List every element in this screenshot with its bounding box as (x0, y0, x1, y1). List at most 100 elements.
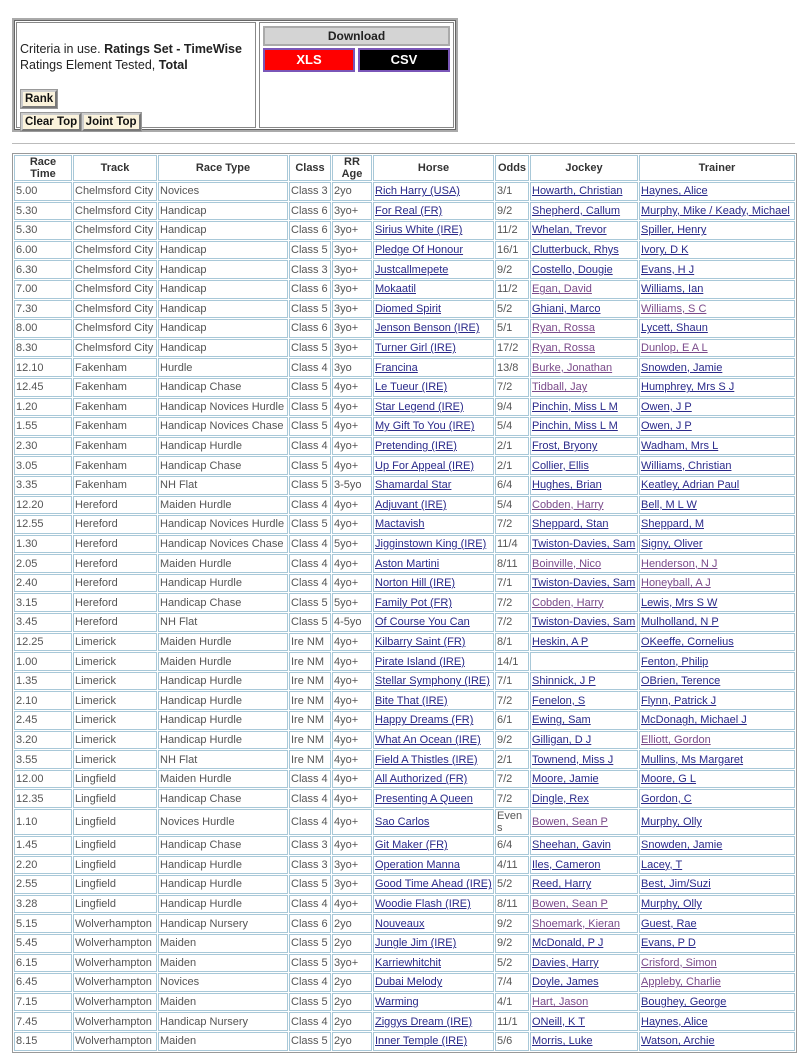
horse-link[interactable]: Francina (375, 361, 418, 374)
jockey-link[interactable]: Burke, Jonathan (532, 361, 613, 374)
jockey-link[interactable]: Moore, Jamie (532, 773, 599, 786)
horse-link[interactable]: Rich Harry (USA) (375, 185, 460, 198)
jockey-link[interactable]: Costello, Dougie (532, 263, 613, 276)
jockey-link[interactable]: ONeill, K T (532, 1015, 585, 1028)
horse-link[interactable]: Kilbarry Saint (FR) (375, 635, 466, 648)
rank-button[interactable]: Rank (19, 89, 59, 109)
jockey-link[interactable]: Ryan, Rossa (532, 322, 595, 335)
jockey-link[interactable]: Ryan, Rossa (532, 342, 595, 355)
header-jockey[interactable]: Jockey (530, 155, 638, 181)
jockey-link[interactable]: Fenelon, S (532, 694, 586, 707)
jockey-link[interactable]: Shoemark, Kieran (532, 917, 621, 930)
horse-link[interactable]: Aston Martini (375, 557, 440, 570)
trainer-link[interactable]: Fenton, Philip (641, 655, 709, 668)
jockey-link[interactable]: Clutterbuck, Rhys (532, 244, 619, 257)
trainer-link[interactable]: McDonagh, Michael J (641, 714, 747, 727)
jockey-link[interactable]: Sheehan, Gavin (532, 839, 611, 852)
jockey-link[interactable]: Hart, Jason (532, 996, 589, 1009)
horse-link[interactable]: Mactavish (375, 518, 425, 531)
trainer-link[interactable]: Signy, Oliver (641, 537, 703, 550)
jockey-link[interactable]: Gilligan, D J (532, 733, 592, 746)
trainer-link[interactable]: Murphy, Olly (641, 898, 702, 911)
trainer-link[interactable]: Boughey, George (641, 996, 727, 1009)
jockey-link[interactable]: Dingle, Rex (532, 792, 589, 805)
trainer-link[interactable]: Owen, J P (641, 400, 692, 413)
horse-link[interactable]: Warming (375, 996, 419, 1009)
jockey-link[interactable]: Morris, Luke (532, 1035, 593, 1048)
horse-link[interactable]: What An Ocean (IRE) (375, 733, 481, 746)
trainer-link[interactable]: Sheppard, M (641, 518, 704, 531)
horse-link[interactable]: Jungle Jim (IRE) (375, 937, 457, 950)
trainer-link[interactable]: Ivory, D K (641, 244, 689, 257)
trainer-link[interactable]: Lacey, T (641, 858, 683, 871)
jockey-link[interactable]: Twiston-Davies, Sam (532, 537, 636, 550)
jockey-link[interactable]: Cobden, Harry (532, 596, 604, 609)
trainer-link[interactable]: Crisford, Simon (641, 956, 717, 969)
trainer-link[interactable]: Wadham, Mrs L (641, 440, 719, 453)
horse-link[interactable]: Diomed Spirit (375, 302, 442, 315)
jockey-link[interactable]: Ghiani, Marco (532, 302, 601, 315)
horse-link[interactable]: Family Pot (FR) (375, 596, 452, 609)
joint-top-button[interactable]: Joint Top (80, 112, 142, 132)
horse-link[interactable]: Pirate Island (IRE) (375, 655, 465, 668)
jockey-link[interactable]: Iles, Cameron (532, 858, 601, 871)
jockey-link[interactable]: Sheppard, Stan (532, 518, 609, 531)
trainer-link[interactable]: Henderson, N J (641, 557, 718, 570)
trainer-link[interactable]: Best, Jim/Suzi (641, 878, 711, 891)
header-rr-age[interactable]: RR Age (332, 155, 372, 181)
jockey-link[interactable]: Twiston-Davies, Sam (532, 577, 636, 590)
xls-download-button[interactable]: XLS (263, 48, 355, 72)
trainer-link[interactable]: Mulholland, N P (641, 616, 719, 629)
jockey-link[interactable]: Collier, Ellis (532, 459, 589, 472)
trainer-link[interactable]: Evans, P D (641, 937, 696, 950)
trainer-link[interactable]: Bell, M L W (641, 498, 697, 511)
horse-link[interactable]: Git Maker (FR) (375, 839, 448, 852)
trainer-link[interactable]: Murphy, Olly (641, 816, 702, 828)
trainer-link[interactable]: Williams, S C (641, 302, 707, 315)
horse-link[interactable]: Adjuvant (IRE) (375, 498, 447, 511)
trainer-link[interactable]: OKeeffe, Cornelius (641, 635, 734, 648)
trainer-link[interactable]: Mullins, Ms Margaret (641, 753, 744, 766)
trainer-link[interactable]: Honeyball, A J (641, 577, 711, 590)
jockey-link[interactable]: Bowen, Sean P (532, 898, 608, 911)
jockey-link[interactable]: Whelan, Trevor (532, 224, 607, 237)
trainer-link[interactable]: Haynes, Alice (641, 185, 708, 198)
horse-link[interactable]: Jigginstown King (IRE) (375, 537, 487, 550)
header-horse[interactable]: Horse (373, 155, 494, 181)
jockey-link[interactable]: Tidball, Jay (532, 381, 588, 394)
horse-link[interactable]: Of Course You Can (375, 616, 470, 629)
jockey-link[interactable]: McDonald, P J (532, 937, 604, 950)
horse-link[interactable]: Turner Girl (IRE) (375, 342, 456, 355)
jockey-link[interactable]: Townend, Miss J (532, 753, 614, 766)
horse-link[interactable]: Happy Dreams (FR) (375, 714, 474, 727)
horse-link[interactable]: Inner Temple (IRE) (375, 1035, 468, 1048)
horse-link[interactable]: Good Time Ahead (IRE) (375, 878, 492, 891)
header-race-type[interactable]: Race Type (158, 155, 288, 181)
header-class[interactable]: Class (289, 155, 331, 181)
trainer-link[interactable]: Evans, H J (641, 263, 695, 276)
horse-link[interactable]: Justcallmepete (375, 263, 449, 276)
horse-link[interactable]: Ziggys Dream (IRE) (375, 1015, 473, 1028)
trainer-link[interactable]: Williams, Ian (641, 283, 704, 296)
horse-link[interactable]: Jenson Benson (IRE) (375, 322, 480, 335)
trainer-link[interactable]: Appleby, Charlie (641, 976, 721, 989)
jockey-link[interactable]: Ewing, Sam (532, 714, 591, 727)
trainer-link[interactable]: Guest, Rae (641, 917, 697, 930)
jockey-link[interactable]: Pinchin, Miss L M (532, 420, 618, 433)
header-trainer[interactable]: Trainer (639, 155, 795, 181)
horse-link[interactable]: All Authorized (FR) (375, 773, 468, 786)
horse-link[interactable]: Mokaatil (375, 283, 416, 296)
trainer-link[interactable]: Moore, G L (641, 773, 697, 786)
horse-link[interactable]: Star Legend (IRE) (375, 400, 464, 413)
jockey-link[interactable]: Pinchin, Miss L M (532, 400, 618, 413)
trainer-link[interactable]: Owen, J P (641, 420, 692, 433)
jockey-link[interactable]: Heskin, A P (532, 635, 589, 648)
trainer-link[interactable]: Lycett, Shaun (641, 322, 708, 335)
horse-link[interactable]: Dubai Melody (375, 976, 443, 989)
horse-link[interactable]: Stellar Symphony (IRE) (375, 675, 490, 688)
trainer-link[interactable]: OBrien, Terence (641, 675, 721, 688)
header-race-time[interactable]: Race Time (14, 155, 72, 181)
horse-link[interactable]: Pretending (IRE) (375, 440, 457, 453)
trainer-link[interactable]: Snowden, Jamie (641, 361, 723, 374)
jockey-link[interactable]: Shinnick, J P (532, 675, 596, 688)
